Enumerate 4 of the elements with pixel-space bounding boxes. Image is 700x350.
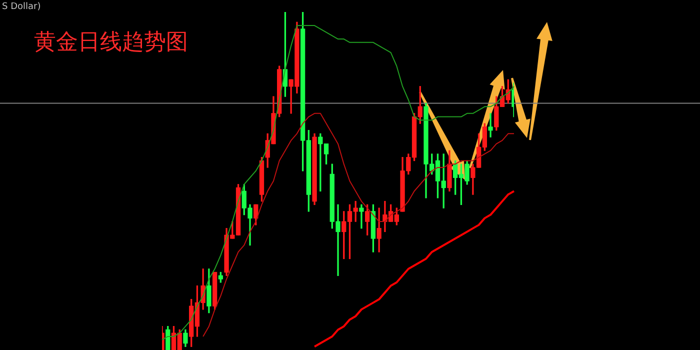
text: 黄金日线趋势图 [34, 29, 188, 57]
candlestick [488, 113, 493, 138]
candlestick [359, 204, 364, 229]
text: S Dollar) [2, 2, 41, 12]
